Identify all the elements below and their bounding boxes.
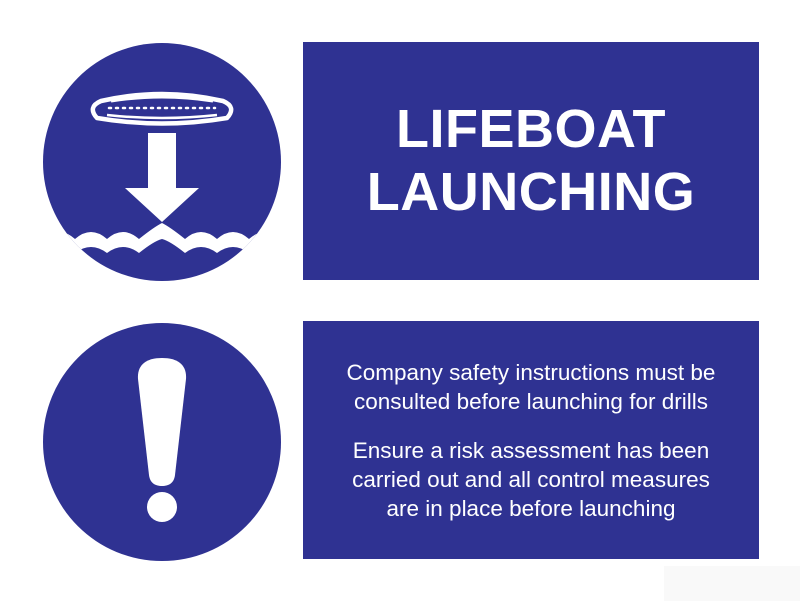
exclamation-graphic — [43, 323, 281, 561]
title-panel: LIFEBOAT LAUNCHING — [303, 42, 759, 280]
lifeboat-keel-line — [106, 113, 218, 120]
lifeboat-canopy-line — [110, 95, 214, 103]
info-paragraph-1: Company safety instructions must be cons… — [347, 358, 716, 416]
exclamation-icon — [43, 323, 281, 561]
lifeboat-launch-icon — [43, 43, 281, 281]
info-paragraph-1-line-2: consulted before launching for drills — [354, 388, 708, 414]
info-paragraph-1-line-1: Company safety instructions must be — [346, 359, 716, 385]
info-paragraph-2-line-3: are in place before launching — [386, 495, 676, 521]
info-paragraph-2: Ensure a risk assessment has been carrie… — [352, 436, 710, 523]
exclamation-dot-shape — [147, 492, 177, 522]
info-paragraph-2-line-2: carried out and all control measures — [352, 466, 710, 492]
lifeboat-launch-graphic — [43, 43, 281, 281]
corner-strip — [664, 566, 800, 601]
title-line-1: LIFEBOAT — [396, 99, 666, 159]
info-panel: Company safety instructions must be cons… — [303, 321, 759, 559]
title-line-2: LAUNCHING — [366, 162, 696, 222]
down-arrow-shape — [125, 133, 199, 222]
exclamation-bar-shape — [137, 358, 187, 486]
water-waves-shape — [43, 223, 281, 253]
info-paragraph-2-line-1: Ensure a risk assessment has been — [352, 437, 710, 463]
lifeboat-hull-shape — [90, 91, 234, 126]
